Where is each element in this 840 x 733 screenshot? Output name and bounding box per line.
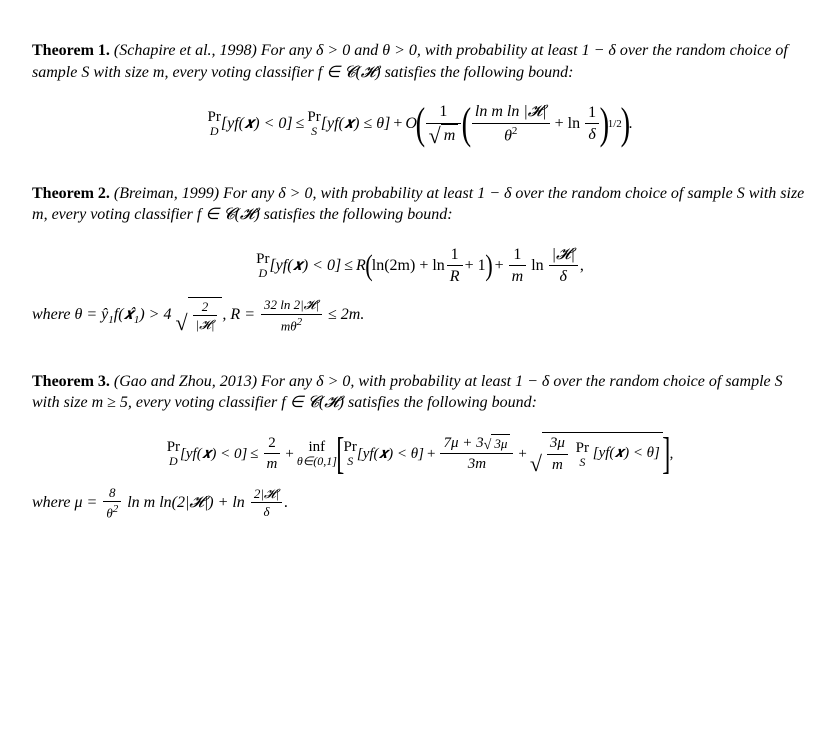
- theorem-1-statement: Theorem 1. (Schapire et al., 1998) For a…: [32, 40, 808, 83]
- theorem-3-citation: (Gao and Zhou, 2013): [114, 373, 257, 390]
- theorem-2-heading: Theorem 2.: [32, 185, 110, 202]
- theorem-3-equation: PrD [yf(𝒙) < 0] ≤ 2 m + infθ∈(0,1] [ PrS…: [32, 432, 808, 476]
- theorem-1: Theorem 1. (Schapire et al., 1998) For a…: [32, 40, 808, 147]
- theorem-2-equation: PrD [yf(𝒙) < 0] ≤ R ( ln(2m) + ln 1 R + …: [32, 244, 808, 288]
- theorem-3-where: where μ = 8 θ2 ln m ln(2|𝓗|) + ln 2|𝓗| δ…: [32, 484, 808, 522]
- theorem-1-equation: PrD [yf(𝒙) < 0] ≤ PrS [yf(𝒙) ≤ θ] + O ( …: [32, 101, 808, 147]
- theorem-3-statement: Theorem 3. (Gao and Zhou, 2013) For any …: [32, 371, 808, 414]
- theorem-3: Theorem 3. (Gao and Zhou, 2013) For any …: [32, 371, 808, 523]
- theorem-2: Theorem 2. (Breiman, 1999) For any δ > 0…: [32, 183, 808, 335]
- theorem-1-citation: (Schapire et al., 1998): [114, 42, 257, 59]
- theorem-1-heading: Theorem 1.: [32, 42, 110, 59]
- theorem-3-heading: Theorem 3.: [32, 373, 110, 390]
- theorem-2-where: where θ = ŷ1f(𝒙̂1) > 4 √ 2 |𝓗| , R = 32 …: [32, 296, 808, 334]
- theorem-2-statement: Theorem 2. (Breiman, 1999) For any δ > 0…: [32, 183, 808, 226]
- theorem-2-citation: (Breiman, 1999): [114, 185, 219, 202]
